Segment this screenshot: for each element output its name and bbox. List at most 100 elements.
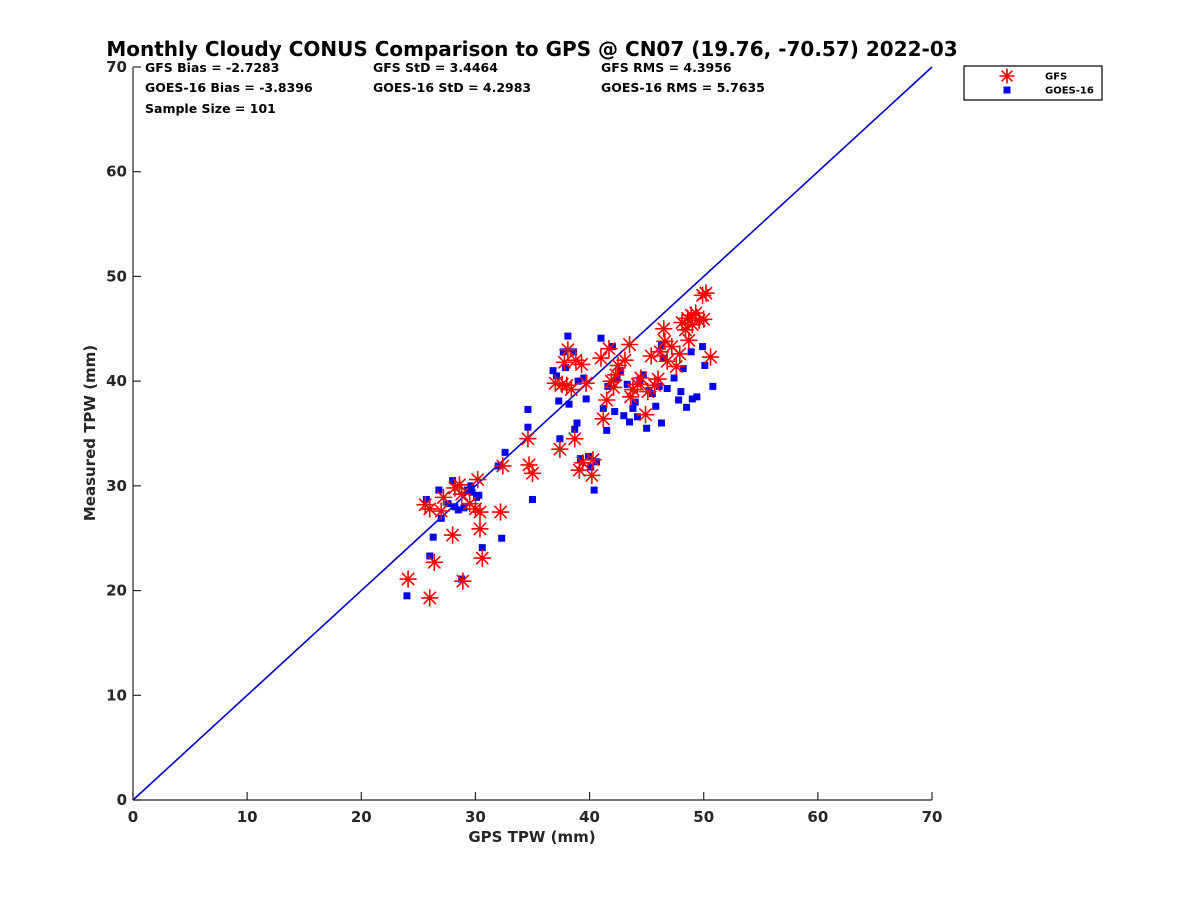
data-point-gfs bbox=[597, 391, 616, 409]
data-point-gfs bbox=[604, 378, 623, 397]
data-point-goes16 bbox=[529, 495, 536, 503]
x-tick-label: 40 bbox=[579, 808, 600, 826]
data-point-goes16 bbox=[655, 382, 663, 390]
data-point-gfs bbox=[584, 450, 602, 469]
y-tick-label: 70 bbox=[106, 58, 127, 76]
data-point-gfs bbox=[559, 340, 577, 359]
data-point-goes16 bbox=[693, 393, 701, 401]
stat-text: GOES-16 StD = 4.2983 bbox=[373, 80, 531, 95]
data-point-gfs bbox=[425, 553, 444, 572]
x-axis-label: GPS TPW (mm) bbox=[468, 828, 595, 846]
data-point-gfs bbox=[494, 457, 512, 475]
data-point-gfs bbox=[600, 339, 618, 358]
data-point-goes16 bbox=[562, 364, 570, 372]
data-point-goes16 bbox=[688, 395, 696, 403]
data-point-goes16 bbox=[574, 377, 582, 385]
data-point-gfs bbox=[562, 380, 581, 399]
data-point-gfs bbox=[454, 572, 472, 590]
x-tick-label: 0 bbox=[128, 808, 138, 826]
data-point-goes16 bbox=[449, 477, 457, 485]
data-point-goes16 bbox=[559, 348, 567, 356]
data-point-gfs bbox=[592, 349, 610, 367]
data-point-gfs bbox=[443, 526, 462, 544]
x-tick-label: 20 bbox=[351, 808, 372, 826]
data-point-gfs bbox=[658, 352, 676, 371]
data-point-goes16 bbox=[687, 348, 695, 356]
data-point-gfs bbox=[632, 369, 650, 387]
data-point-goes16 bbox=[403, 592, 411, 600]
data-point-goes16 bbox=[564, 332, 572, 340]
data-point-gfs bbox=[466, 500, 485, 518]
data-point-goes16 bbox=[675, 396, 683, 404]
x-tick-label: 60 bbox=[807, 808, 828, 826]
data-point-gfs bbox=[551, 440, 569, 459]
series-gfs bbox=[399, 284, 720, 607]
data-point-goes16 bbox=[657, 419, 665, 427]
data-point-goes16 bbox=[524, 405, 532, 413]
data-point-goes16 bbox=[426, 552, 434, 560]
stat-text: GOES-16 RMS = 5.7635 bbox=[601, 80, 765, 95]
axes: 0 10 20 30 40 50 60 70 0 10 20 30 40 50 60 70 bbox=[106, 58, 942, 826]
data-point-goes16 bbox=[478, 544, 486, 552]
y-axis-label: Measured TPW (mm) bbox=[81, 345, 99, 521]
data-point-goes16 bbox=[475, 491, 483, 499]
data-point-goes16 bbox=[613, 375, 621, 383]
data-point-goes16 bbox=[422, 495, 430, 503]
data-point-goes16 bbox=[634, 413, 642, 421]
data-point-goes16 bbox=[663, 384, 671, 392]
data-point-gfs bbox=[594, 410, 613, 428]
series-goes-16 bbox=[403, 332, 717, 600]
data-point-goes16 bbox=[555, 397, 563, 405]
data-point-goes16 bbox=[648, 390, 656, 398]
x-tick-label: 50 bbox=[693, 808, 714, 826]
data-point-gfs bbox=[654, 319, 673, 338]
data-point-goes16 bbox=[597, 334, 605, 342]
data-point-gfs bbox=[471, 519, 489, 538]
data-point-gfs bbox=[523, 464, 542, 483]
stats-block: GFS Bias = -2.7283 GFS StD = 3.4464 GFS RM… bbox=[145, 60, 765, 116]
data-point-gfs bbox=[519, 429, 537, 448]
legend-marker-gfs bbox=[999, 68, 1015, 84]
data-point-gfs bbox=[583, 466, 601, 485]
data-point-goes16 bbox=[587, 463, 595, 471]
data-point-goes16 bbox=[677, 388, 685, 396]
data-point-gfs bbox=[473, 549, 492, 567]
data-point-goes16 bbox=[454, 506, 462, 514]
data-point-goes16 bbox=[576, 455, 584, 463]
data-point-goes16 bbox=[549, 367, 557, 375]
stat-text: GFS Bias = -2.7283 bbox=[145, 60, 279, 75]
data-point-gfs bbox=[680, 331, 698, 350]
data-point-goes16 bbox=[552, 372, 560, 380]
y-tick-label: 60 bbox=[106, 163, 127, 181]
data-point-goes16 bbox=[570, 348, 578, 356]
data-point-gfs bbox=[667, 357, 686, 376]
data-point-gfs bbox=[621, 388, 640, 406]
data-point-goes16 bbox=[429, 533, 437, 541]
chart-title: Monthly Cloudy CONUS Comparison to GPS @… bbox=[106, 37, 957, 61]
data-point-goes16 bbox=[629, 404, 637, 412]
data-point-goes16 bbox=[670, 374, 678, 382]
data-point-goes16 bbox=[599, 404, 607, 412]
data-point-gfs bbox=[620, 335, 639, 354]
data-point-gfs bbox=[577, 374, 595, 393]
data-point-goes16 bbox=[556, 435, 564, 443]
data-point-gfs bbox=[697, 284, 715, 302]
data-point-goes16 bbox=[565, 400, 573, 408]
data-point-goes16 bbox=[699, 343, 707, 351]
data-point-gfs bbox=[468, 470, 487, 489]
data-point-goes16 bbox=[571, 425, 579, 433]
data-point-goes16 bbox=[590, 486, 598, 494]
data-point-goes16 bbox=[603, 426, 611, 434]
data-point-goes16 bbox=[604, 382, 612, 390]
data-point-goes16 bbox=[652, 402, 660, 410]
stat-text: Sample Size = 101 bbox=[145, 101, 276, 116]
data-point-gfs bbox=[701, 348, 720, 366]
legend: GFS GOES-16 bbox=[963, 65, 1103, 101]
y-tick-label: 20 bbox=[106, 582, 127, 600]
x-tick-label: 30 bbox=[465, 808, 486, 826]
data-point-goes16 bbox=[463, 486, 471, 494]
data-point-gfs bbox=[555, 353, 574, 372]
data-point-gfs bbox=[471, 503, 489, 521]
data-point-goes16 bbox=[626, 418, 634, 426]
data-point-goes16 bbox=[582, 395, 590, 403]
